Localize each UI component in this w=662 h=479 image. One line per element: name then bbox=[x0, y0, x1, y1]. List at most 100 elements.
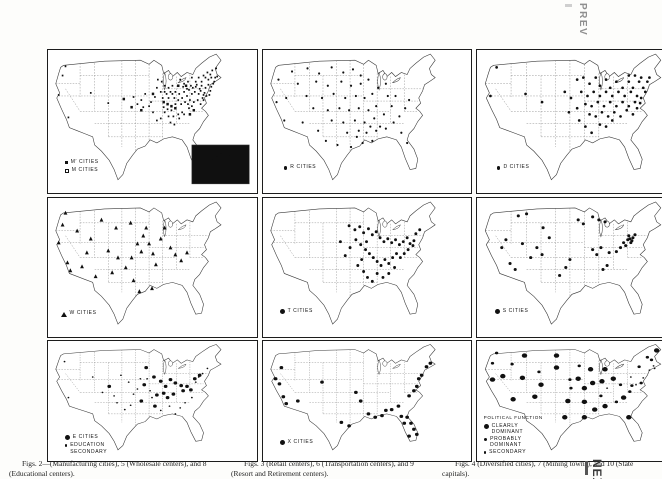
city-dot bbox=[220, 153, 222, 156]
city-dot bbox=[188, 113, 192, 116]
city-dot bbox=[635, 94, 639, 98]
city-dot bbox=[173, 123, 176, 126]
city-dot bbox=[342, 121, 345, 124]
prev-button[interactable]: PREV bbox=[577, 3, 588, 37]
us-map bbox=[477, 341, 662, 461]
city-dot bbox=[408, 98, 411, 102]
city-dot bbox=[155, 393, 159, 397]
city-dot bbox=[564, 266, 568, 269]
city-dot bbox=[218, 170, 220, 173]
city-dot bbox=[340, 80, 343, 83]
city-dot bbox=[227, 155, 230, 158]
city-dot bbox=[590, 104, 593, 108]
city-dot bbox=[197, 376, 200, 378]
city-dot bbox=[602, 104, 606, 108]
city-dot bbox=[516, 214, 520, 218]
city-dot bbox=[224, 164, 226, 167]
city-dot bbox=[113, 395, 115, 397]
city-dot bbox=[594, 115, 598, 118]
city-dot bbox=[148, 105, 150, 108]
city-dot bbox=[216, 75, 218, 78]
city-dot bbox=[362, 269, 366, 273]
city-dot bbox=[365, 131, 368, 134]
city-dot bbox=[128, 220, 133, 225]
city-dot bbox=[171, 392, 176, 396]
city-dot bbox=[604, 78, 608, 81]
city-dot bbox=[628, 237, 632, 241]
city-dot bbox=[367, 109, 370, 112]
sq-marker-icon bbox=[64, 161, 68, 165]
city-dot bbox=[284, 401, 289, 406]
city-dot bbox=[643, 90, 647, 94]
city-dot bbox=[614, 400, 619, 404]
city-dot bbox=[529, 256, 533, 260]
city-dot bbox=[641, 86, 645, 90]
city-dot bbox=[627, 74, 631, 77]
city-dot bbox=[635, 106, 639, 110]
city-dot bbox=[627, 234, 631, 238]
city-dot bbox=[610, 376, 616, 381]
city-dot bbox=[224, 172, 226, 175]
city-dot bbox=[166, 108, 169, 111]
city-dot bbox=[207, 83, 210, 86]
city-dot bbox=[187, 80, 189, 83]
city-markers bbox=[275, 66, 411, 149]
map-legend: M′ CITIES M CITIES bbox=[64, 159, 99, 176]
city-dot bbox=[191, 93, 193, 95]
city-dot bbox=[312, 107, 315, 110]
city-dot bbox=[645, 355, 650, 359]
city-dot bbox=[351, 68, 355, 71]
city-dot bbox=[174, 103, 177, 106]
city-dot bbox=[386, 237, 390, 241]
city-markers bbox=[500, 212, 637, 277]
city-dot bbox=[189, 388, 193, 392]
city-dot bbox=[428, 361, 433, 365]
city-dot bbox=[183, 113, 185, 116]
city-dot bbox=[358, 225, 362, 229]
legend-label: X CITIES bbox=[287, 439, 314, 446]
legend-label: W CITIES bbox=[69, 310, 97, 317]
city-dot bbox=[301, 121, 304, 124]
city-dot bbox=[186, 87, 188, 90]
city-dot bbox=[156, 119, 158, 122]
city-dot bbox=[192, 86, 194, 89]
city-dot bbox=[618, 246, 623, 250]
city-dot bbox=[630, 239, 634, 243]
city-dot bbox=[575, 376, 581, 381]
city-dot bbox=[348, 109, 351, 112]
city-dot bbox=[149, 389, 151, 392]
city-dot bbox=[320, 380, 324, 384]
city-dot bbox=[273, 377, 278, 381]
city-dot bbox=[599, 394, 603, 398]
city-dot bbox=[520, 242, 524, 246]
city-dot bbox=[208, 94, 211, 96]
city-dot bbox=[405, 415, 409, 419]
city-dot bbox=[184, 401, 186, 404]
city-dot bbox=[332, 92, 335, 96]
city-dot bbox=[239, 161, 242, 164]
city-dot bbox=[116, 255, 120, 260]
city-dot bbox=[579, 90, 583, 94]
city-dot bbox=[565, 398, 571, 404]
next-button[interactable]: NEXT bbox=[590, 459, 604, 479]
city-dot bbox=[607, 251, 611, 255]
dot-m-marker-icon bbox=[483, 424, 489, 430]
city-dot bbox=[318, 72, 321, 75]
city-dot bbox=[159, 117, 162, 120]
city-dot bbox=[596, 100, 600, 104]
city-dot bbox=[192, 377, 197, 381]
city-dot bbox=[407, 394, 411, 398]
next-button-bar bbox=[585, 461, 588, 475]
city-dot bbox=[178, 93, 181, 95]
city-dot bbox=[612, 110, 616, 114]
city-dot bbox=[412, 389, 416, 393]
city-dot bbox=[377, 86, 380, 89]
city-dot bbox=[202, 166, 205, 169]
city-dot bbox=[197, 373, 202, 377]
city-dot bbox=[519, 375, 526, 381]
city-dot bbox=[353, 119, 356, 122]
city-dot bbox=[347, 424, 351, 428]
city-dot bbox=[179, 258, 184, 263]
city-dot bbox=[633, 74, 637, 77]
caption-figs-3-6-9: Figs. 3 (Retail centers), 6 (Transportat… bbox=[231, 458, 414, 479]
